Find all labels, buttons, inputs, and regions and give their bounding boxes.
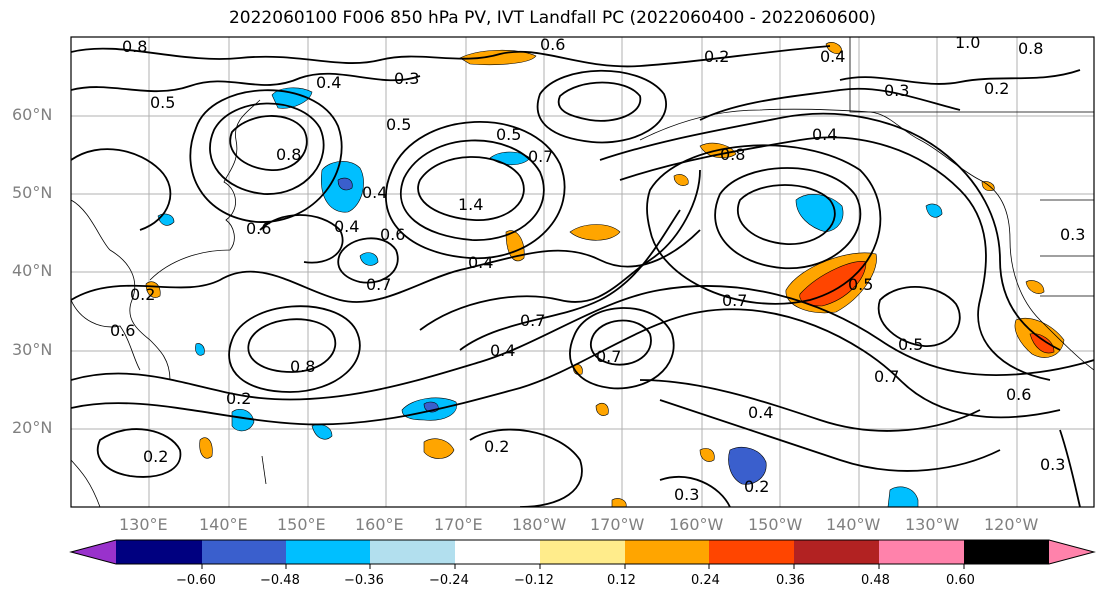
colorbar-bin — [794, 540, 879, 564]
lat-label: 40°N — [12, 261, 53, 280]
colorbar-bin — [540, 540, 625, 564]
colorbar-tick-marks — [201, 564, 965, 569]
colorbar-bin — [879, 540, 964, 564]
lon-label: 170°E — [434, 515, 483, 534]
contour-label: 0.5 — [496, 125, 521, 144]
contour-label: 0.8 — [290, 357, 315, 376]
contour-label: 0.6 — [540, 35, 565, 54]
colorbar-bin — [370, 540, 455, 564]
colorbar-extend-min — [71, 540, 116, 564]
colorbar-bin — [116, 540, 202, 564]
lon-label: 130°E — [119, 515, 168, 534]
contour-label: 0.4 — [820, 47, 845, 66]
colorbar-bin — [202, 540, 286, 564]
colorbar-bin — [709, 540, 794, 564]
contour-label: 0.5 — [386, 115, 411, 134]
graticule — [71, 37, 1094, 507]
lon-label: 150°E — [277, 515, 326, 534]
contour-label: 0.5 — [150, 93, 175, 112]
lat-label: 20°N — [12, 418, 53, 437]
map-title: 2022060100 F006 850 hPa PV, IVT Landfall… — [228, 8, 876, 28]
colorbar-tick-label: −0.12 — [514, 573, 554, 588]
contour-label: 0.4 — [468, 253, 493, 272]
colorbar-tick-label: 0.48 — [861, 573, 890, 588]
contour-label: 0.7 — [874, 367, 899, 386]
contour-label: 0.2 — [704, 47, 729, 66]
contour-label: 0.4 — [748, 403, 773, 422]
contour-label: 0.7 — [528, 147, 553, 166]
contour-label: 0.7 — [722, 291, 747, 310]
colorbar-bin — [964, 540, 1049, 564]
colorbar-tick-label: −0.24 — [429, 573, 469, 588]
colorbar-tick-label: 0.24 — [691, 573, 720, 588]
colorbar-bin — [286, 540, 370, 564]
map-border — [70, 36, 1095, 508]
contour-label: 0.2 — [744, 477, 769, 496]
contour-label: 0.4 — [490, 341, 515, 360]
lon-label: 140°E — [199, 515, 248, 534]
colorbar-extend-max — [1049, 540, 1094, 564]
contour-label: 0.3 — [1060, 225, 1085, 244]
contour-label: 0.7 — [366, 275, 391, 294]
lat-label: 30°N — [12, 340, 53, 359]
lat-label: 50°N — [12, 183, 53, 202]
contour-label: 0.5 — [898, 335, 923, 354]
colorbar-tick-label: 0.36 — [776, 573, 805, 588]
contour-label: 0.6 — [1006, 385, 1031, 404]
colorbar-tick-label: −0.60 — [176, 573, 216, 588]
contour-label: 0.6 — [246, 219, 271, 238]
contour-label: 0.2 — [143, 447, 168, 466]
contour-label: 0.4 — [812, 125, 837, 144]
lat-label: 60°N — [12, 105, 53, 124]
contour-label: 0.7 — [596, 347, 621, 366]
contour-label: 0.8 — [720, 145, 745, 164]
contour-label: 1.0 — [955, 33, 980, 52]
contour-label: 0.3 — [674, 485, 699, 504]
contour-label: 0.3 — [884, 81, 909, 100]
colorbar-bin — [455, 540, 540, 564]
lon-label: 160°E — [355, 515, 404, 534]
contour-label: 0.3 — [1040, 455, 1065, 474]
colorbar-bin — [625, 540, 709, 564]
colorbar-tick-label: −0.48 — [260, 573, 300, 588]
colorbar — [69, 539, 1096, 569]
colorbar-tick-label: 0.12 — [607, 573, 636, 588]
lon-label: 140°W — [826, 515, 881, 534]
colorbar-tick-label: −0.36 — [344, 573, 384, 588]
contour-label: 0.2 — [130, 285, 155, 304]
coastlines — [71, 37, 1094, 507]
contour-label: 0.6 — [380, 225, 405, 244]
contour-label: 0.2 — [226, 389, 251, 408]
pv-contours — [71, 45, 1094, 507]
negative-anomaly-patches — [157, 87, 943, 507]
contour-label: 0.4 — [362, 183, 387, 202]
contour-label: 0.4 — [334, 217, 359, 236]
contour-label: 0.6 — [110, 321, 135, 340]
lon-label: 150°W — [748, 515, 803, 534]
contour-label-layer: 0.8 0.5 0.4 0.5 0.3 0.6 0.2 0.4 1.0 0.8 … — [110, 33, 1085, 504]
colorbar-outline — [69, 539, 1096, 565]
lon-label: 120°W — [984, 515, 1039, 534]
contour-label: 0.7 — [520, 311, 545, 330]
lon-label: 180°W — [512, 515, 567, 534]
contour-label: 0.4 — [316, 73, 341, 92]
contour-label: 0.5 — [848, 275, 873, 294]
lon-label: 130°W — [905, 515, 960, 534]
colorbar-tick-label: 0.60 — [946, 573, 975, 588]
contour-label: 0.2 — [984, 79, 1009, 98]
lon-label: 160°W — [669, 515, 724, 534]
lon-label: 170°W — [590, 515, 645, 534]
contour-label: 0.8 — [122, 37, 147, 56]
contour-label: 0.8 — [276, 145, 301, 164]
contour-label: 0.3 — [394, 69, 419, 88]
contour-label: 1.4 — [458, 195, 483, 214]
contour-label: 0.2 — [484, 437, 509, 456]
contour-label: 0.8 — [1018, 39, 1043, 58]
